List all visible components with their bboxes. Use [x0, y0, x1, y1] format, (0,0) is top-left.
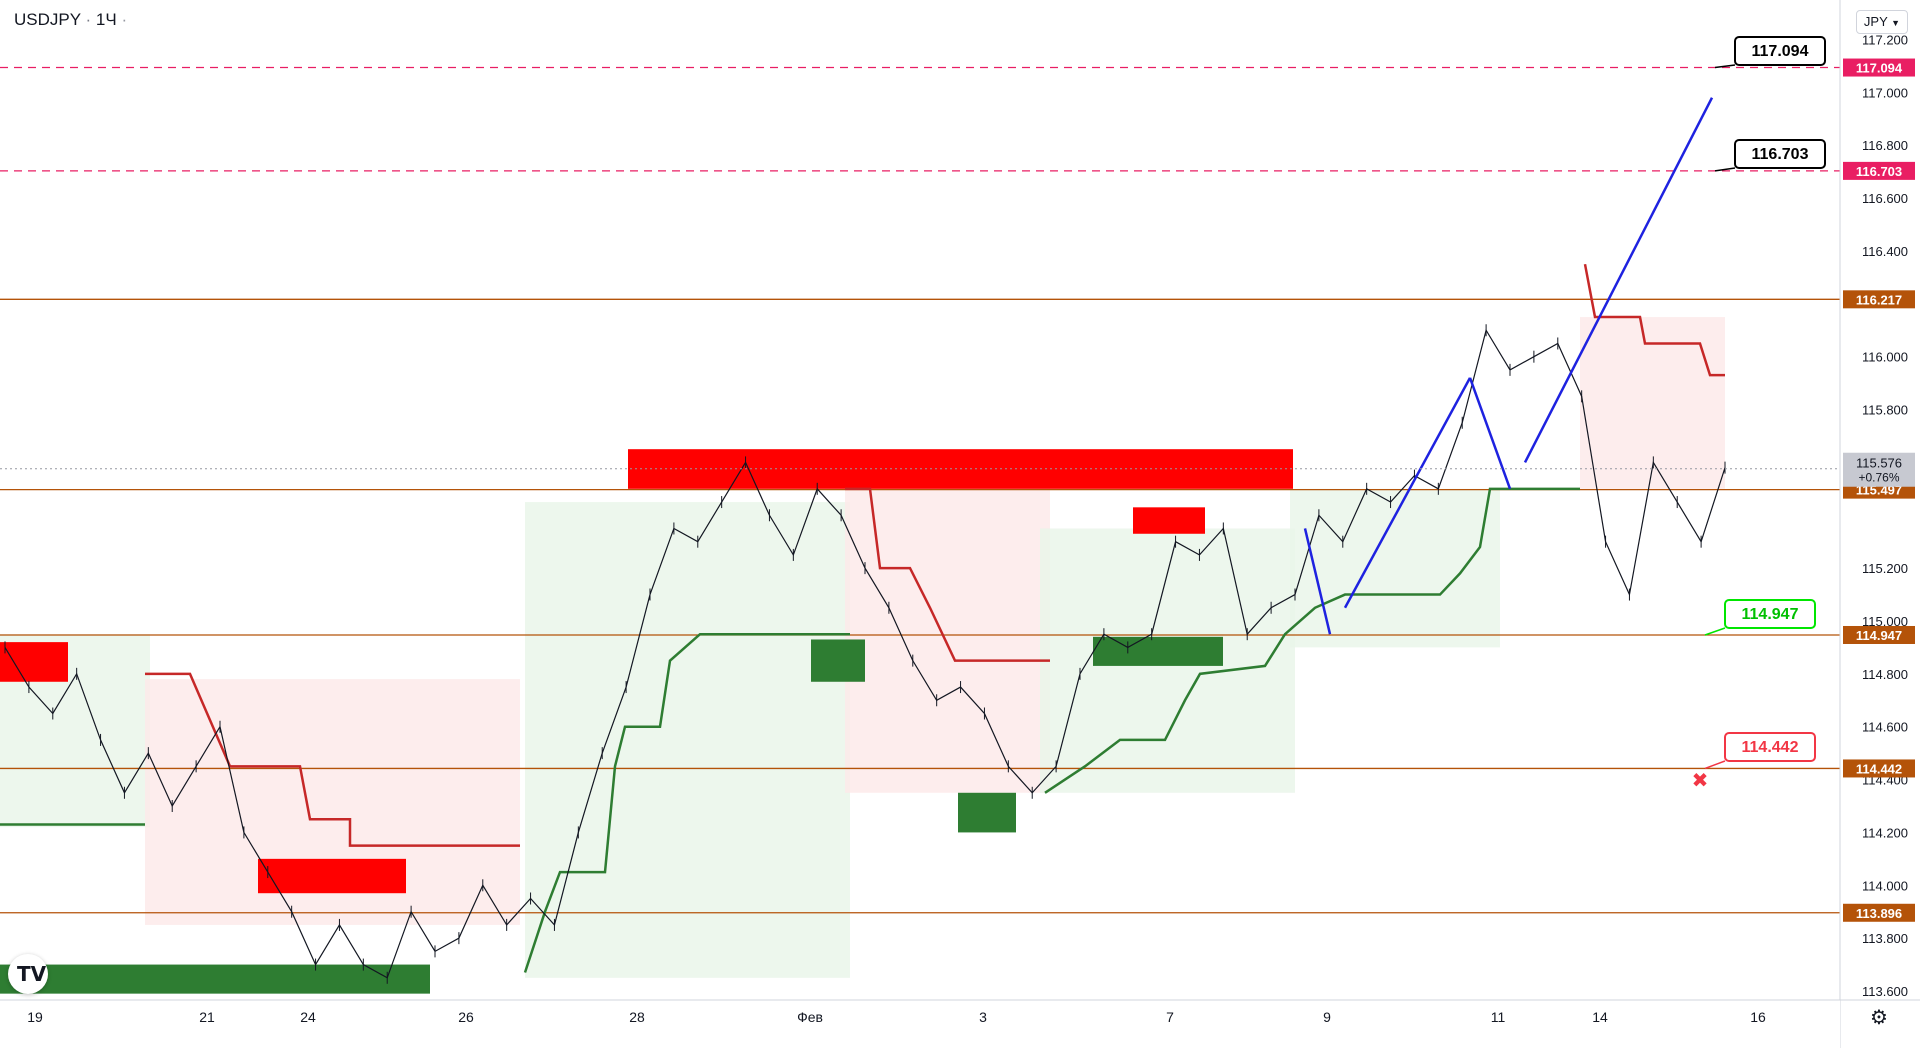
time-tick-label: 3	[979, 1009, 987, 1025]
time-tick-label: 21	[199, 1009, 215, 1025]
callout-pointer	[1704, 627, 1726, 636]
price-tag-label: 117.094	[1856, 61, 1903, 76]
price-tick-label: 117.000	[1862, 85, 1908, 100]
price-tick-label: 116.800	[1862, 138, 1908, 153]
price-tag[interactable]	[1843, 625, 1915, 644]
demand-zone	[811, 639, 865, 682]
time-tick-label: 28	[629, 1009, 645, 1025]
time-tick-label: 11	[1491, 1009, 1506, 1025]
cancel-marker-icon: ✖	[1692, 770, 1709, 792]
price-tick-label: 115.200	[1862, 561, 1908, 576]
callout-pointer	[1704, 760, 1726, 770]
price-tag-label: 114.947	[1856, 628, 1902, 643]
callout-box[interactable]	[1734, 139, 1826, 169]
currency-label: JPY	[1863, 14, 1888, 29]
logo-text: TV	[17, 962, 47, 986]
callout-label: 117.094	[1752, 43, 1809, 60]
time-axis-background	[0, 1000, 1840, 1048]
price-tick-label: 114.000	[1862, 878, 1908, 893]
supply-zone	[1133, 507, 1205, 534]
price-tag-label: 113.896	[1856, 906, 1902, 921]
current-price-label: 115.576	[1856, 456, 1902, 471]
price-tick-label: 116.600	[1862, 191, 1908, 206]
tradingview-logo[interactable]: TV	[8, 954, 48, 994]
price-tag-label: 114.442	[1856, 761, 1902, 776]
price-tick-label: 116.400	[1862, 244, 1908, 259]
price-tag-label: 116.703	[1856, 164, 1902, 179]
separator-dot: ·	[85, 10, 92, 29]
interval-label: 1Ч	[95, 10, 117, 29]
shaded-zone	[525, 502, 850, 978]
shaded-zone	[845, 475, 1050, 793]
current-price-tag[interactable]	[1843, 452, 1915, 487]
price-tag[interactable]	[1843, 903, 1915, 922]
price-tag[interactable]	[1843, 58, 1915, 77]
price-tag[interactable]	[1843, 759, 1915, 778]
time-tick-label: Фев	[797, 1009, 823, 1025]
price-tick-label: 114.600	[1862, 720, 1908, 735]
red-stop-line	[845, 487, 1050, 662]
price-tick-label: 115.800	[1862, 403, 1908, 418]
demand-zone	[1093, 636, 1223, 666]
price-tag[interactable]	[1843, 290, 1915, 309]
price-tag[interactable]	[1843, 161, 1915, 180]
callout-label: 114.442	[1742, 739, 1799, 756]
red-stop-line	[1583, 263, 1725, 377]
time-tick-label: 7	[1166, 1009, 1174, 1025]
callout-pointer	[1714, 64, 1736, 69]
time-tick-label: 26	[458, 1009, 474, 1025]
callout-box[interactable]	[1724, 599, 1816, 629]
time-tick-label: 24	[300, 1009, 316, 1025]
time-tick-label: 19	[27, 1009, 43, 1025]
callout-box[interactable]	[1724, 732, 1816, 762]
price-tick-label: 114.200	[1862, 825, 1908, 840]
chevron-down-icon: ▼	[1891, 18, 1901, 28]
callout-box[interactable]	[1734, 36, 1826, 66]
price-tick-label: 117.200	[1862, 33, 1908, 48]
time-tick-label: 9	[1323, 1009, 1331, 1025]
shaded-zone	[1290, 488, 1500, 648]
red-stop-line	[145, 672, 520, 847]
green-stop-line	[523, 632, 850, 973]
projection-arrow	[1468, 377, 1512, 490]
symbol-title[interactable]: USDJPY · 1Ч ·	[14, 10, 127, 30]
green-stop-line	[1044, 487, 1580, 794]
supply-zone	[258, 858, 406, 894]
time-tick-label: 16	[1750, 1009, 1766, 1025]
callout-label: 114.947	[1742, 606, 1799, 623]
demand-zone	[958, 792, 1016, 833]
callout-label: 116.703	[1752, 146, 1809, 163]
price-tick-label: 115.000	[1862, 614, 1908, 629]
symbol-label: USDJPY	[14, 10, 81, 29]
callout-pointer	[1714, 167, 1736, 172]
more-dot-icon: ·	[121, 10, 128, 29]
demand-zone	[0, 964, 430, 994]
price-tick-label: 116.000	[1862, 350, 1908, 365]
price-tick-label: 113.800	[1862, 931, 1908, 946]
currency-button[interactable]: JPY ▼	[1856, 10, 1908, 34]
time-tick-label: 14	[1592, 1009, 1608, 1025]
gear-icon[interactable]: ⚙	[1870, 1007, 1888, 1029]
price-tick-label: 114.800	[1862, 667, 1908, 682]
price-tick-label: 113.600	[1862, 984, 1908, 999]
supply-zone	[0, 642, 68, 682]
projection-arrow	[1303, 528, 1332, 635]
projection-arrow	[1523, 97, 1714, 463]
current-change-label: +0.76%	[1858, 471, 1899, 485]
price-tag-label: 116.217	[1856, 292, 1902, 307]
projection-arrow	[1343, 377, 1472, 609]
